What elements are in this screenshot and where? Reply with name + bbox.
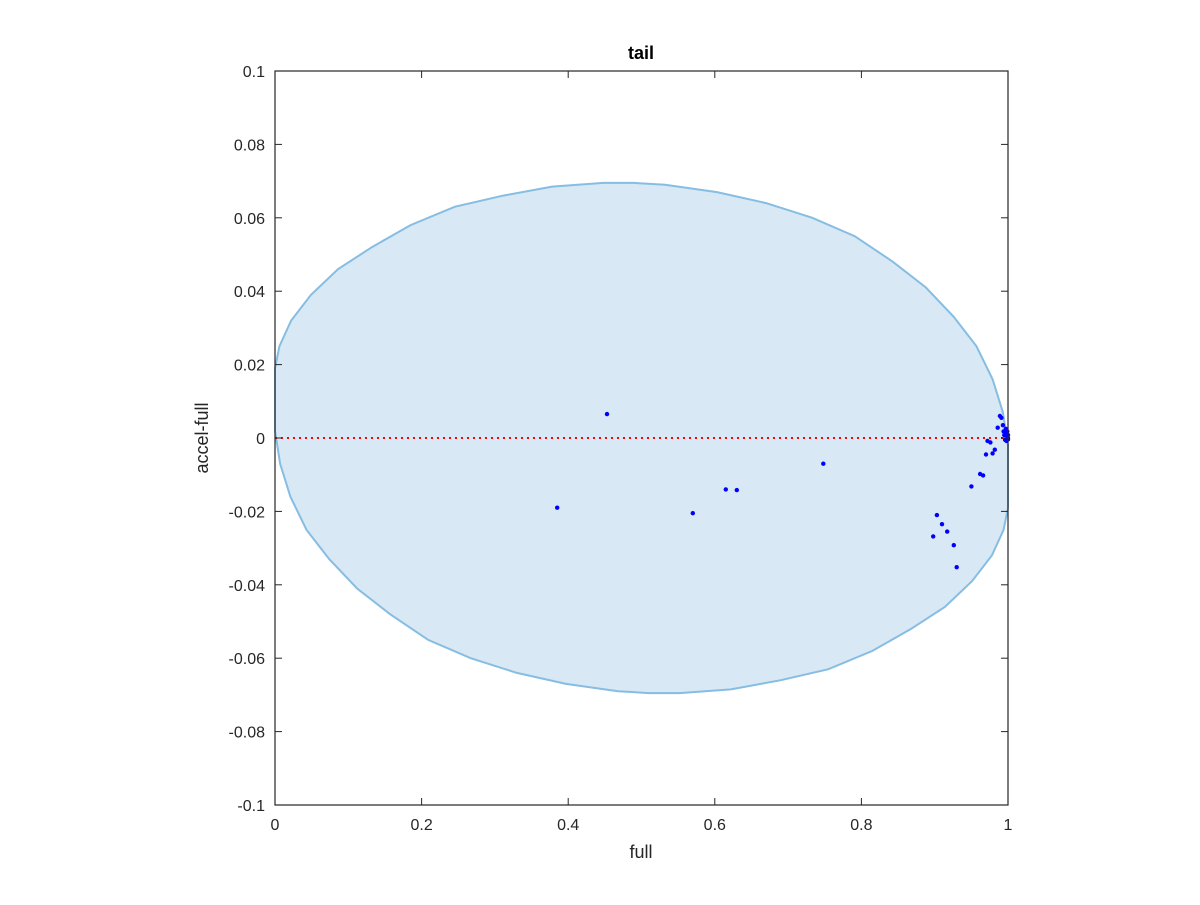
data-point <box>939 522 945 527</box>
data-point <box>1005 429 1010 434</box>
x-axis: 0 0.2 0.4 0.6 0.8 1 <box>271 71 1013 834</box>
y-tick-label: -0.08 <box>229 725 266 742</box>
y-tick-label: -0.02 <box>229 504 266 521</box>
y-axis: -0.1 -0.08 -0.06 -0.04 -0.02 0 0.02 0.04 0.06 0.0… <box>229 64 1008 815</box>
y-tick-label: -0.04 <box>229 578 266 595</box>
data-point <box>995 425 1000 430</box>
data-point <box>931 534 936 539</box>
y-tick-label: 0 <box>256 431 265 448</box>
x-tick-label: 0.4 <box>557 817 579 834</box>
data-point <box>983 452 989 457</box>
data-point <box>723 487 728 492</box>
data-point <box>954 565 959 570</box>
data-point <box>734 487 739 493</box>
y-tick-label: 0.02 <box>234 358 265 375</box>
x-tick-label: 0.2 <box>410 817 432 834</box>
data-point <box>988 440 993 445</box>
y-tick-label: 0.08 <box>234 137 265 154</box>
y-tick-label: -0.06 <box>229 651 266 668</box>
data-point <box>604 411 610 417</box>
x-tick-label: 0.6 <box>704 817 726 834</box>
data-point <box>951 543 956 548</box>
data-point <box>990 451 995 456</box>
y-tick-label: 0.06 <box>234 211 265 228</box>
y-tick-label: 0.1 <box>243 64 265 81</box>
x-tick-label: 0.8 <box>850 817 872 834</box>
data-point <box>934 512 940 518</box>
data-point <box>980 473 986 478</box>
y-tick-label: -0.1 <box>237 798 265 815</box>
data-point <box>969 484 974 489</box>
data-point <box>945 529 950 534</box>
data-point <box>992 447 997 452</box>
data-point <box>821 461 826 466</box>
x-tick-label: 1 <box>1004 817 1013 834</box>
y-tick-label: 0.04 <box>234 284 265 301</box>
y-axis-label: accel-full <box>192 402 212 473</box>
chart-title: tail <box>628 43 654 63</box>
x-tick-label: 0 <box>271 817 280 834</box>
data-point <box>690 511 695 516</box>
x-axis-label: full <box>629 842 652 862</box>
data-point <box>999 415 1004 420</box>
data-point <box>555 505 560 510</box>
data-point <box>1000 423 1006 428</box>
